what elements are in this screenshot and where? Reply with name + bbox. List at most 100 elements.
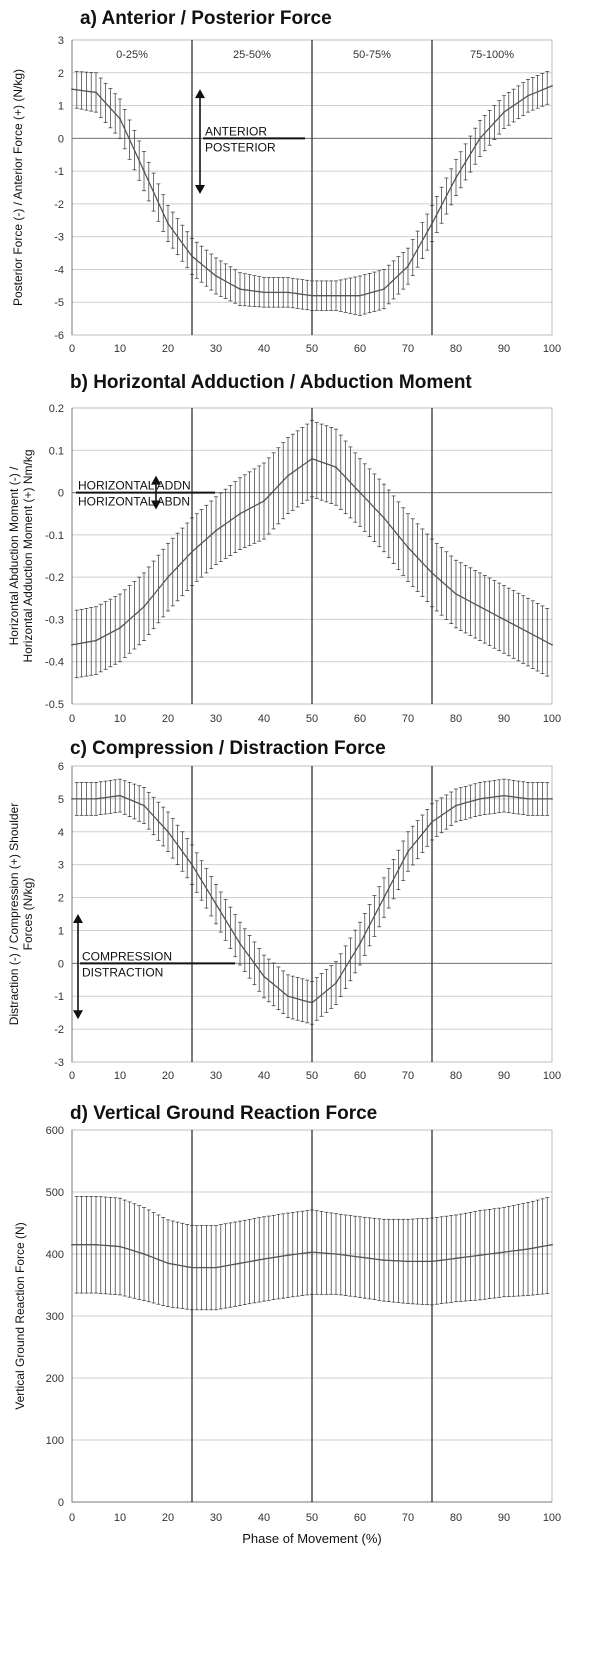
- data-point: [239, 1262, 241, 1265]
- data-point: [431, 222, 433, 225]
- data-point: [407, 265, 409, 268]
- y-axis-label: Horizontal Abduction Moment (-) /Horizon…: [7, 449, 35, 662]
- annotation-label-positive: COMPRESSION: [82, 949, 172, 963]
- data-point: [311, 1001, 313, 1004]
- y-tick-label: 4: [58, 827, 64, 839]
- y-tick-label: -0.1: [45, 530, 64, 542]
- data-point: [215, 1266, 217, 1269]
- y-tick-label: 0.1: [49, 445, 64, 457]
- x-tick-label: 100: [543, 343, 561, 355]
- x-tick-label: 50: [306, 1070, 318, 1082]
- data-point: [551, 84, 553, 87]
- data-point: [527, 1248, 529, 1250]
- data-point: [287, 1254, 289, 1257]
- data-point: [263, 975, 265, 978]
- direction-arrow-head-up: [73, 914, 83, 923]
- data-point: [119, 117, 121, 120]
- chart-title: d) Vertical Ground Reaction Force: [70, 1103, 377, 1124]
- x-tick-label: 40: [258, 1512, 270, 1524]
- x-tick-label: 30: [210, 1512, 222, 1524]
- y-tick-label: 6: [58, 761, 64, 773]
- data-point: [239, 288, 241, 291]
- x-tick-label: 40: [258, 343, 270, 355]
- y-tick-label: 0: [58, 958, 64, 970]
- data-point: [95, 91, 97, 94]
- y-axis-label: Posterior Force (-) / Anterior Force (+)…: [11, 69, 25, 306]
- data-point: [407, 1260, 409, 1263]
- annotation-label-negative: HORIZONTAL ABDN: [78, 495, 190, 509]
- data-point: [527, 94, 529, 97]
- data-point: [503, 794, 505, 797]
- data-point: [407, 850, 409, 853]
- x-tick-label: 0: [69, 343, 75, 355]
- data-point: [143, 605, 145, 608]
- data-point: [311, 294, 313, 297]
- x-tick-label: 20: [162, 1070, 174, 1082]
- data-point: [359, 491, 361, 494]
- data-point: [71, 643, 73, 646]
- phase-label: 0-25%: [116, 49, 148, 61]
- data-point: [431, 572, 433, 574]
- x-tick-label: 60: [354, 713, 366, 725]
- x-tick-label: 40: [258, 713, 270, 725]
- x-tick-label: 60: [354, 1512, 366, 1524]
- x-tick-label: 50: [306, 1512, 318, 1524]
- y-tick-label: -4: [54, 264, 64, 276]
- y-tick-label: -0.5: [45, 699, 64, 711]
- x-tick-label: 60: [354, 343, 366, 355]
- data-point: [95, 797, 97, 800]
- y-tick-label: -1: [54, 991, 64, 1003]
- annotation-label-negative: DISTRACTION: [82, 965, 163, 979]
- annotation-label-positive: HORIZONTAL ADDN: [78, 479, 191, 493]
- y-tick-label: -0.4: [45, 657, 64, 669]
- x-tick-label: 20: [162, 713, 174, 725]
- x-tick-label: 90: [498, 1070, 510, 1082]
- data-point: [503, 618, 505, 621]
- y-tick-label: 0: [58, 488, 64, 500]
- data-point: [263, 1258, 265, 1260]
- data-point: [71, 88, 73, 91]
- x-tick-label: 20: [162, 343, 174, 355]
- data-point: [143, 1253, 145, 1255]
- error-bars: [74, 1195, 550, 1311]
- direction-arrow-head-down: [151, 500, 161, 510]
- phase-label: 25-50%: [233, 49, 271, 61]
- x-tick-label: 30: [210, 713, 222, 725]
- y-tick-label: 3: [58, 860, 64, 872]
- y-tick-label: 500: [46, 1187, 64, 1199]
- data-point: [215, 275, 217, 277]
- data-point: [215, 529, 217, 532]
- x-tick-label: 100: [543, 713, 561, 725]
- x-tick-label: 0: [69, 713, 75, 725]
- data-point: [383, 288, 385, 291]
- data-point: [359, 1256, 361, 1258]
- data-point: [143, 804, 145, 807]
- y-tick-label: -6: [54, 330, 64, 342]
- y-tick-label: -1: [54, 166, 64, 178]
- data-point: [311, 1251, 313, 1254]
- direction-arrow-head-up: [195, 89, 205, 99]
- data-point: [431, 821, 433, 823]
- phase-label: 50-75%: [353, 49, 391, 61]
- chart-title: a) Anterior / Posterior Force: [80, 8, 332, 29]
- data-point: [503, 111, 505, 114]
- data-point: [263, 500, 265, 502]
- x-tick-label: 100: [543, 1512, 561, 1524]
- panel-b: 0.2 0.1 0 -0.1 -0.2 -0.3 -0.4 -0.5 0 10 20 30 40 50 60…: [7, 372, 561, 725]
- data-point: [287, 291, 289, 294]
- annotation-label-negative: POSTERIOR: [205, 140, 276, 154]
- y-axis-label-line: Horizontal Adduction Moment (+) Nm/kg: [21, 449, 35, 662]
- data-point: [455, 804, 457, 807]
- data-point: [455, 593, 457, 595]
- data-point: [335, 982, 337, 984]
- data-point: [71, 797, 73, 800]
- data-point: [335, 294, 337, 297]
- x-tick-label: 70: [402, 1070, 414, 1082]
- direction-arrow-head-down: [195, 185, 205, 195]
- x-tick-label: 70: [402, 1512, 414, 1524]
- data-point: [167, 222, 169, 225]
- data-point: [167, 1262, 169, 1265]
- data-point: [383, 517, 385, 519]
- x-tick-label: 80: [450, 1512, 462, 1524]
- data-point: [431, 1260, 433, 1263]
